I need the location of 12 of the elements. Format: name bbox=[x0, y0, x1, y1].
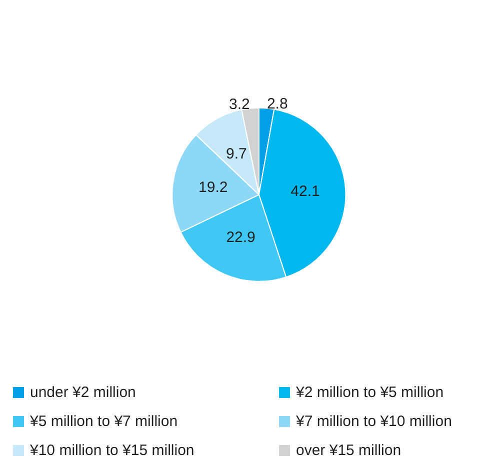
legend-label: over ¥15 million bbox=[296, 442, 402, 459]
data-label: 19.2 bbox=[198, 178, 228, 196]
legend-label: ¥2 million to ¥5 million bbox=[295, 384, 444, 401]
data-label: 42.1 bbox=[290, 182, 320, 200]
legend-label: ¥5 million to ¥7 million bbox=[29, 413, 178, 430]
legend-label: ¥10 million to ¥15 million bbox=[29, 442, 194, 459]
legend-label: under ¥2 million bbox=[30, 384, 136, 401]
data-label: 3.2 bbox=[228, 96, 250, 113]
data-label: 9.7 bbox=[226, 146, 247, 163]
data-label: 22.9 bbox=[226, 228, 256, 246]
data-label: 2.8 bbox=[266, 96, 288, 113]
legend-label: ¥7 million to ¥10 million bbox=[295, 413, 452, 430]
